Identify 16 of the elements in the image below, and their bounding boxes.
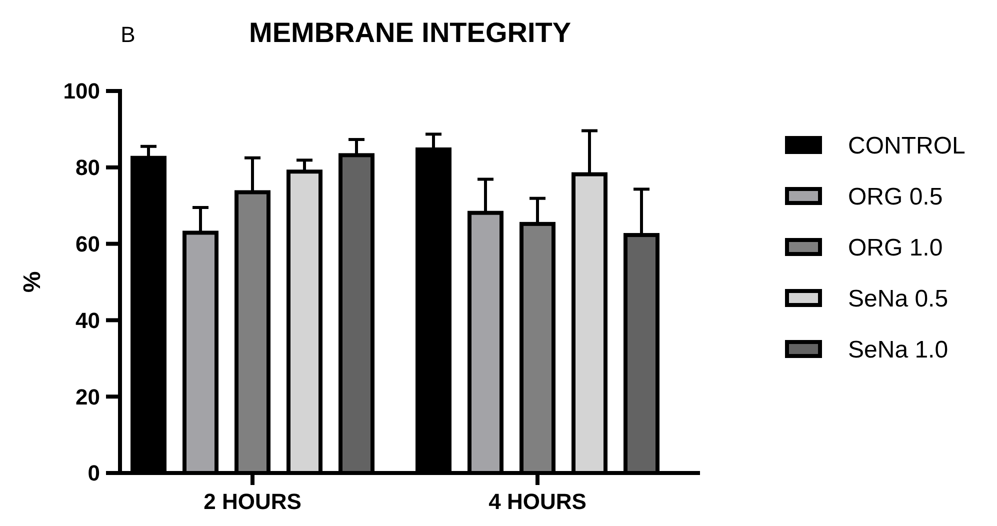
y-tick-label: 80 [76, 155, 100, 180]
text: B [120, 22, 136, 47]
legend-label: SeNa 1.0 [848, 336, 948, 364]
legend-label: SeNa 0.5 [848, 285, 948, 312]
y-tick-label: 40 [76, 308, 100, 333]
y-tick-label: 100 [63, 78, 100, 104]
chart-title: MEMBRANE INTEGRITY [249, 17, 572, 48]
y-tick-label: 20 [76, 384, 100, 410]
y-tick-label: 0 [88, 460, 100, 486]
legend-label: ORG 1.0 [848, 234, 943, 262]
legend-label: ORG 0.5 [848, 183, 943, 210]
y-axis-title: % [19, 271, 46, 293]
x-tick-label: 4 HOURS [488, 489, 586, 514]
y-tick-label: 60 [76, 232, 100, 256]
legend-label: CONTROL [848, 132, 966, 160]
x-tick-label: 2 HOURS [204, 489, 302, 514]
